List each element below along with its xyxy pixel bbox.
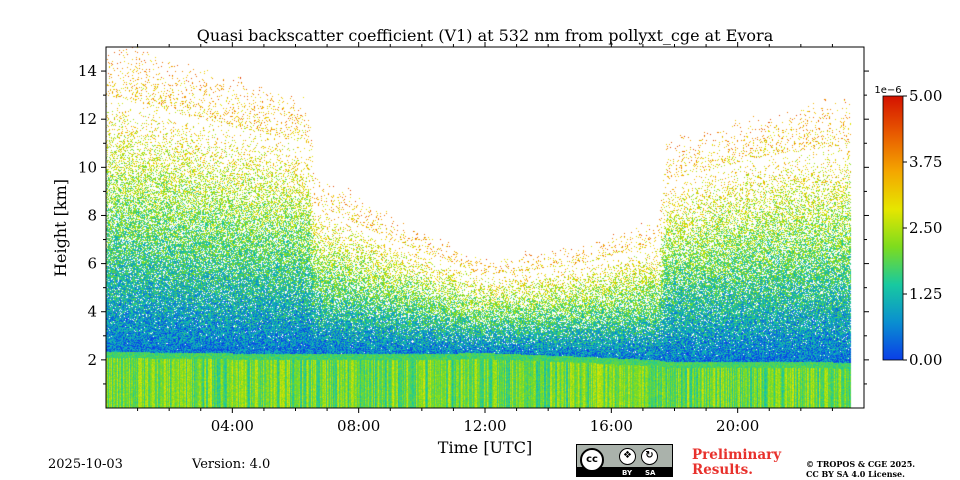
- colorbar-ticks: 0.00 1.25 2.50 3.75 5.00: [903, 87, 942, 369]
- x-tick-label: 12:00: [463, 417, 506, 435]
- y-tick-label: 10: [78, 158, 97, 176]
- preliminary-line-1: Preliminary: [692, 447, 782, 463]
- heatmap-image: [106, 47, 864, 408]
- x-tick-label: 04:00: [211, 417, 254, 435]
- colorbar-tick-label: 0.00: [909, 351, 942, 369]
- y-axis: 2 4 6 8 10 12 14: [78, 62, 869, 385]
- chart-title: Quasi backscatter coefficient (V1) at 53…: [197, 26, 774, 45]
- y-tick-label: 4: [87, 303, 97, 321]
- cc-license-badge: cc ❖ ↻ BY SA: [576, 444, 673, 477]
- y-axis-label: Height [km]: [51, 179, 70, 277]
- heatmap-field: [106, 47, 864, 408]
- colorbar-tick-label: 5.00: [909, 87, 942, 105]
- cc-icon: cc: [580, 448, 604, 472]
- cc-sa-label: SA: [645, 469, 656, 477]
- y-tick-label: 14: [78, 62, 97, 80]
- y-tick-label: 6: [87, 255, 97, 273]
- preliminary-line-2: Results.: [692, 462, 753, 478]
- colorbar-tick-label: 3.75: [909, 153, 942, 171]
- x-tick-label: 08:00: [337, 417, 380, 435]
- y-tick-label: 2: [87, 351, 97, 369]
- copyright-line-2: CC BY SA 4.0 License.: [806, 469, 905, 479]
- x-axis-label: Time [UTC]: [438, 438, 532, 457]
- copyright-line-1: © TROPOS & CGE 2025.: [806, 459, 916, 469]
- cc-badge-strip: [577, 467, 672, 476]
- share-alike-icon: ↻: [641, 448, 658, 465]
- copyright-note: © TROPOS & CGE 2025. CC BY SA 4.0 Licens…: [806, 459, 915, 479]
- y-tick-label: 12: [78, 110, 97, 128]
- date-label: 2025-10-03: [48, 457, 123, 472]
- colorbar-tick-label: 1.25: [909, 285, 942, 303]
- version-label: Version: 4.0: [192, 457, 271, 472]
- x-axis: 04:00 08:00 12:00 16:00 20:00: [137, 42, 833, 435]
- x-tick-label: 16:00: [590, 417, 633, 435]
- colorbar-exponent-label: 1e−6: [874, 85, 901, 96]
- colorbar-tick-label: 2.50: [909, 219, 942, 237]
- y-tick-label: 8: [87, 206, 97, 224]
- cc-by-label: BY: [622, 469, 633, 477]
- attribution-icon: ❖: [619, 448, 636, 465]
- preliminary-results-note: Preliminary Results.: [692, 448, 781, 478]
- x-tick-label: 20:00: [716, 417, 759, 435]
- colorbar: [882, 95, 904, 361]
